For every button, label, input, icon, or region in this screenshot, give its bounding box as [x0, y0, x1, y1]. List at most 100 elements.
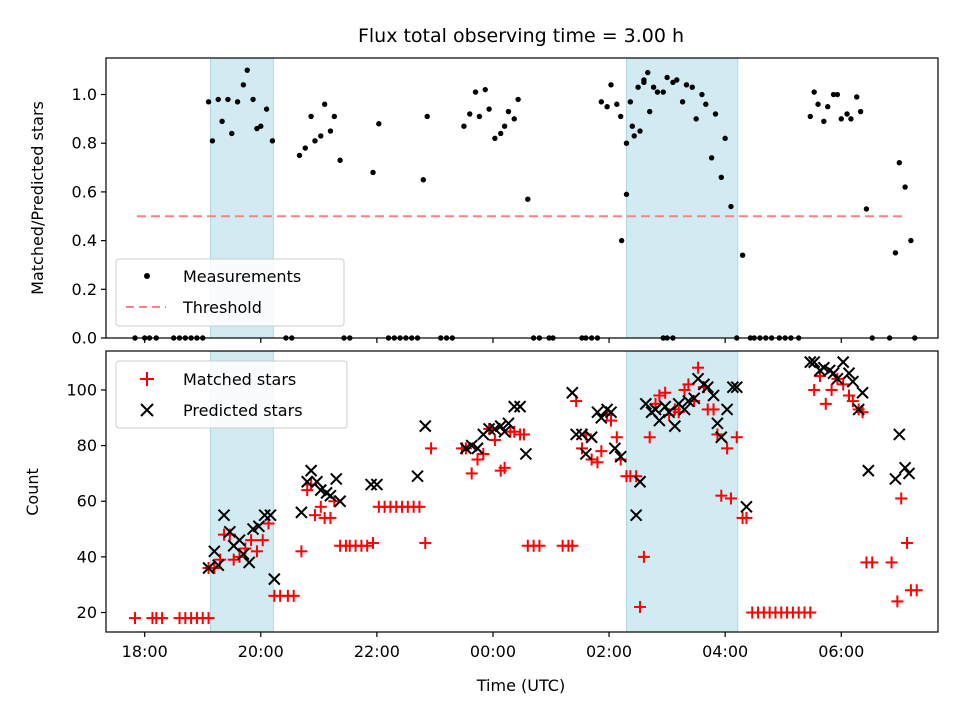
matched-stars-point: [361, 539, 374, 552]
bottom-axes-frame: [105, 350, 939, 633]
predicted-stars-point: [370, 478, 384, 491]
measurement-point: [219, 118, 225, 125]
matched-stars-point: [566, 539, 579, 552]
matched-stars-point: [825, 383, 838, 396]
predicted-stars-point: [678, 403, 691, 416]
matched-stars-point: [891, 595, 904, 608]
measurement-point: [250, 96, 256, 103]
matched-stars-point: [910, 584, 923, 597]
matched-stars-point: [715, 489, 728, 502]
matched-stars-point: [804, 606, 817, 619]
measurement-point: [896, 159, 903, 166]
y-tick-label: 0.2: [72, 280, 97, 299]
matched-stars-point: [740, 511, 753, 524]
measurement-point: [337, 157, 343, 163]
predicted-stars-point: [614, 450, 627, 463]
x-tick-label: 06:00: [818, 642, 864, 661]
predicted-stars-point: [831, 372, 844, 386]
matched-stars-point: [295, 545, 308, 558]
x-tick-label: 04:00: [702, 642, 748, 661]
predicted-stars-point: [310, 475, 324, 488]
matched-stars-point: [517, 428, 530, 441]
matched-stars-point: [508, 425, 521, 438]
matched-stars-point: [837, 378, 850, 391]
predicted-stars-point: [852, 403, 865, 416]
matched-stars-point: [819, 397, 832, 410]
matched-stars-point: [287, 589, 300, 602]
y-tick-label: 0.0: [72, 329, 97, 348]
predicted-stars-point: [233, 533, 246, 547]
matched-stars-point: [250, 545, 263, 558]
predicted-stars-point: [202, 561, 215, 575]
legend-label-threshold: Threshold: [182, 298, 262, 317]
measurement-point: [627, 99, 634, 105]
measurement-point: [838, 116, 844, 122]
matched-stars-point: [465, 467, 478, 480]
measurement-point: [902, 184, 908, 190]
predicted-stars-point: [629, 508, 643, 522]
matched-stars-point: [901, 536, 914, 549]
predicted-stars-point: [639, 397, 653, 411]
measurement-point: [631, 133, 637, 139]
matched-stars-point: [595, 445, 608, 458]
measurement-point: [679, 99, 686, 105]
measurement-point: [908, 237, 914, 244]
measurement-point: [699, 91, 705, 98]
measurement-point: [815, 101, 821, 107]
measurement-point: [618, 237, 625, 244]
predicted-stars-point: [701, 380, 714, 394]
bottom-shading-layer: [209, 350, 739, 633]
predicted-stars-point: [711, 417, 724, 430]
predicted-stars-point: [494, 419, 507, 433]
measurement-point: [617, 113, 624, 120]
top-legend-box: [115, 258, 345, 327]
y-tick-label: 60: [77, 492, 97, 511]
measurement-point: [424, 113, 430, 120]
measurement-point: [645, 69, 651, 76]
bottom-y-axis: 20 40 60 80 100: [66, 380, 106, 622]
measurement-point: [321, 101, 328, 107]
chart-title: Flux total observing time = 3.00 h: [358, 25, 684, 47]
matched-stars-point: [533, 539, 546, 552]
matched-stars-point: [585, 453, 598, 466]
matched-stars-point: [498, 461, 511, 474]
top-y-axis-label: Matched/Predicted stars: [28, 101, 47, 295]
legend-dot-marker: [144, 273, 150, 279]
predicted-stars-point: [889, 472, 902, 486]
measurement-point: [476, 113, 483, 120]
predicted-stars-point: [668, 419, 682, 433]
measurement-point: [614, 101, 620, 107]
matched-stars-point: [245, 534, 258, 547]
measurement-point: [683, 82, 690, 88]
predicted-stars-point: [604, 406, 618, 419]
predicted-stars-point: [471, 442, 484, 455]
predicted-stars-point: [237, 547, 250, 561]
measurement-point: [718, 174, 724, 181]
measurement-point: [811, 89, 817, 95]
measurement-point: [229, 130, 235, 137]
matched-stars-point: [846, 395, 859, 408]
measurement-point: [674, 77, 680, 83]
measurement-point: [376, 121, 382, 127]
measurement-point: [209, 138, 216, 144]
measurement-point: [623, 140, 630, 146]
x-tick-label: 02:00: [586, 642, 632, 661]
measurement-point: [664, 74, 670, 81]
measurement-point: [472, 89, 479, 95]
measurement-point: [834, 91, 841, 98]
measurement-point: [205, 99, 212, 105]
predicted-stars-point: [419, 419, 432, 433]
predicted-stars-point: [687, 392, 701, 405]
bottom-x-axis: 18:00 20:00 22:00 00:00 02:00 04:00 06:00: [122, 632, 864, 661]
predicted-stars-point: [842, 367, 856, 380]
measurement-point: [244, 67, 250, 73]
predicted-stars-point: [730, 380, 743, 394]
measurement-point: [629, 123, 635, 129]
x-tick-label: 20:00: [238, 642, 284, 661]
measurement-point: [892, 250, 899, 256]
measurement-point: [331, 113, 338, 120]
matched-stars-point: [308, 509, 321, 522]
measurement-point: [327, 128, 334, 134]
matched-stars-point: [314, 500, 327, 513]
